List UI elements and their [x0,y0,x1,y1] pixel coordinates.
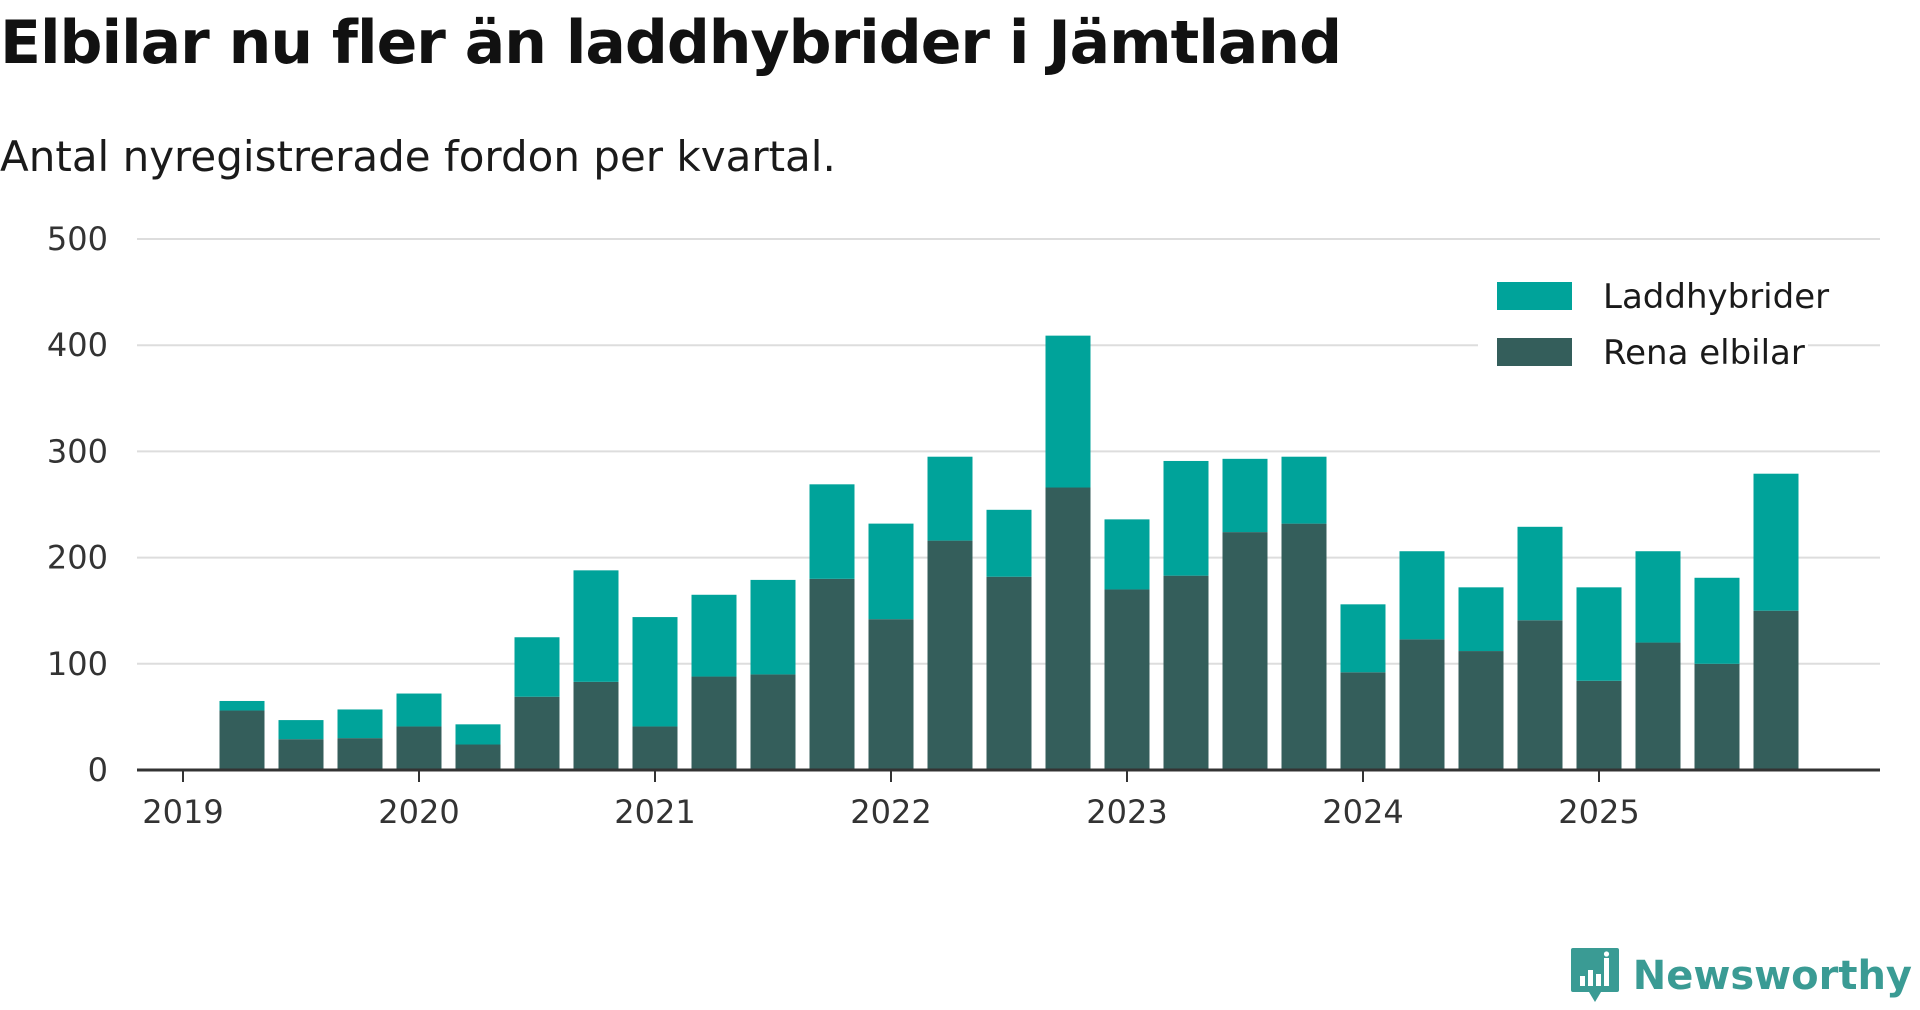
bar-laddhybrider [337,709,383,739]
bar-laddhybrider [1753,473,1799,611]
x-tick-label: 2021 [614,793,695,831]
bar-rena-elbilar [809,578,855,770]
chart-subtitle: Antal nyregistrerade fordon per kvartal. [0,132,836,181]
bar-rena-elbilar [1340,672,1386,770]
legend-label-rena-elbilar: Rena elbilar [1603,333,1805,373]
legend-label-laddhybrider: Laddhybrider [1603,277,1829,317]
bar-laddhybrider [573,570,619,682]
bar-rena-elbilar [1104,589,1150,770]
bar-rena-elbilar [573,681,619,770]
bar-rena-elbilar [1458,651,1504,770]
bar-laddhybrider [691,594,737,677]
bar-rena-elbilar [750,674,796,770]
bar-laddhybrider [750,579,796,675]
bar-rena-elbilar [1222,532,1268,770]
bar-laddhybrider [1517,526,1563,621]
x-tick-label: 2024 [1322,793,1403,831]
bar-laddhybrider [1458,587,1504,652]
bar-laddhybrider [1694,577,1740,664]
bar-laddhybrider [809,484,855,579]
newsworthy-logo-icon [1570,948,1619,1002]
bar-laddhybrider [396,693,442,727]
bar-rena-elbilar [1281,523,1327,770]
x-tick-label: 2023 [1086,793,1167,831]
bar-rena-elbilar [396,726,442,770]
bar-laddhybrider [1399,551,1445,640]
bar-rena-elbilar [337,738,383,770]
bar-rena-elbilar [1694,663,1740,770]
bar-rena-elbilar [1635,642,1681,770]
bar-rena-elbilar [1045,487,1091,770]
chart-title: Elbilar nu fler än laddhybrider i Jämtla… [0,8,1342,78]
bar-laddhybrider [514,637,560,697]
bar-rena-elbilar [868,619,914,770]
x-tick-label: 2020 [378,793,459,831]
bar-rena-elbilar [1517,620,1563,770]
x-tick-label: 2025 [1558,793,1639,831]
bar-rena-elbilar [632,726,678,770]
legend-swatch-laddhybrider [1497,282,1572,310]
newsworthy-logo: Newsworthy [1569,946,1912,1006]
bar-laddhybrider [278,720,324,740]
y-tick-label: 400 [47,326,108,364]
bar-rena-elbilar [455,744,501,770]
bar-rena-elbilar [1399,639,1445,770]
legend-swatch-rena-elbilar [1497,338,1572,366]
x-tick-label: 2022 [850,793,931,831]
bar-laddhybrider [1635,551,1681,643]
bar-rena-elbilar [986,576,1032,770]
bar-laddhybrider [219,700,265,711]
bar-laddhybrider [1163,460,1209,576]
bar-laddhybrider [1222,458,1268,533]
bar-laddhybrider [455,724,501,745]
bar-rena-elbilar [1163,575,1209,770]
bar-laddhybrider [986,509,1032,577]
bar-laddhybrider [1281,456,1327,524]
bar-laddhybrider [1104,519,1150,590]
y-tick-label: 200 [47,539,108,577]
y-tick-label: 100 [47,645,108,683]
y-tick-label: 0 [88,751,108,789]
bar-rena-elbilar [1753,610,1799,770]
bar-rena-elbilar [927,540,973,770]
x-tick-label: 2019 [142,793,223,831]
bar-rena-elbilar [219,710,265,770]
bar-laddhybrider [868,523,914,620]
newsworthy-brand-name: Newsworthy [1632,953,1912,999]
bar-laddhybrider [1045,335,1091,488]
bar-laddhybrider [1340,604,1386,673]
y-tick-label: 300 [47,432,108,470]
bar-rena-elbilar [278,739,324,770]
bar-laddhybrider [1576,587,1622,681]
bar-rena-elbilar [1576,680,1622,770]
bar-rena-elbilar [691,676,737,770]
bar-laddhybrider [927,456,973,541]
bar-laddhybrider [632,617,678,727]
y-tick-label: 500 [47,220,108,258]
bar-rena-elbilar [514,696,560,770]
